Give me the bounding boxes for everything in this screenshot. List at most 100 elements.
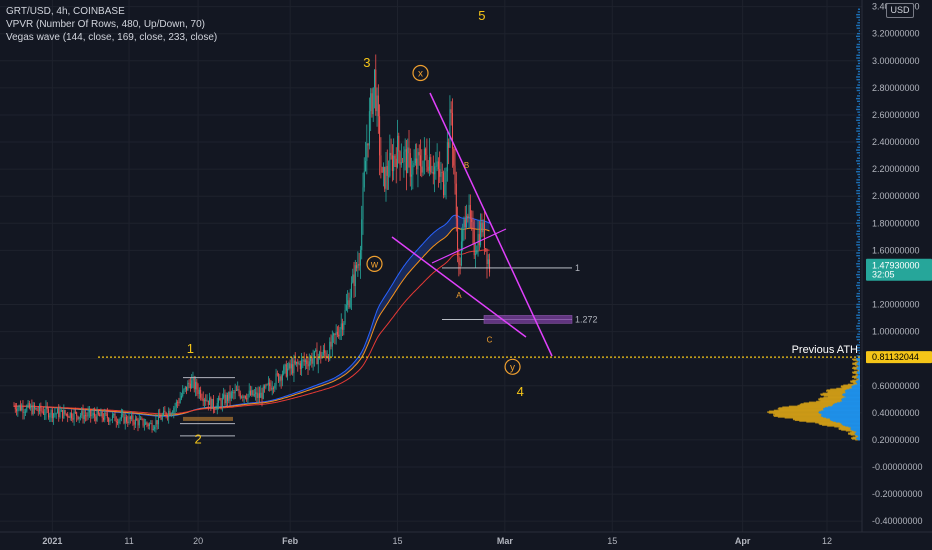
candle-body xyxy=(386,166,388,176)
volume-bar-thin xyxy=(857,225,860,227)
volume-bar-down xyxy=(803,402,835,404)
candle-body xyxy=(448,142,450,148)
candle-body xyxy=(304,360,306,362)
candle-body xyxy=(481,222,483,233)
time-tick-label: 15 xyxy=(392,536,402,546)
time-tick-label: 15 xyxy=(607,536,617,546)
candle-body xyxy=(33,405,35,409)
volume-bar-thin xyxy=(857,260,860,262)
wave-label-A: A xyxy=(456,291,462,300)
volume-bar-up xyxy=(857,434,860,437)
volume-bar-down xyxy=(840,386,852,388)
vegas-indicator-label[interactable]: Vegas wave (144, close, 169, close, 233,… xyxy=(6,32,218,43)
volume-bar-thin xyxy=(856,157,860,159)
candle-body xyxy=(45,406,47,414)
candle-body xyxy=(450,109,452,113)
candle-body xyxy=(150,423,152,424)
candle-body xyxy=(58,408,60,418)
candle-body xyxy=(48,409,50,418)
candle-body xyxy=(468,205,470,218)
candle-body xyxy=(36,408,38,411)
candle-body xyxy=(40,405,42,411)
candle-body xyxy=(184,386,186,389)
volume-bar-down xyxy=(854,370,858,373)
volume-bar-up xyxy=(841,397,860,400)
candle-body xyxy=(102,417,104,420)
volume-bar-down xyxy=(854,364,858,366)
volume-bar-down xyxy=(767,411,819,413)
volume-bar-thin xyxy=(856,317,860,319)
candle-body xyxy=(266,384,268,386)
wave-label-x: x xyxy=(418,68,423,79)
candle-body xyxy=(127,421,129,423)
volume-bar-thin xyxy=(856,254,860,257)
candle-body xyxy=(59,411,61,418)
candle-body xyxy=(214,409,216,410)
candle-body xyxy=(404,149,406,152)
price-tick-label: 0.40000000 xyxy=(872,408,920,418)
candle-body xyxy=(294,360,296,364)
price-tick-label: 2.40000000 xyxy=(872,137,920,147)
time-axis[interactable]: 2021 11 20 Feb 15 Mar 15 Apr 12 xyxy=(0,531,932,546)
volume-bar-thin xyxy=(856,149,860,151)
candle-body xyxy=(349,297,351,308)
volume-bar-up xyxy=(825,406,860,409)
candle-body xyxy=(382,166,384,173)
volume-bar-thin xyxy=(857,333,860,335)
candle-body xyxy=(87,412,89,417)
candle-body xyxy=(293,360,295,374)
candle-body xyxy=(74,411,76,413)
volume-profile xyxy=(767,8,860,441)
candle-body xyxy=(439,169,441,177)
volume-bar-up xyxy=(842,394,860,396)
volume-bar-down xyxy=(822,424,843,426)
candle-body xyxy=(380,155,382,168)
volume-bar-down xyxy=(845,429,854,432)
candle-body xyxy=(86,415,88,417)
volume-bar-down xyxy=(820,394,843,396)
candle-body xyxy=(407,147,409,173)
time-tick-label: 11 xyxy=(124,536,133,546)
volume-bar-up xyxy=(858,369,860,371)
candle-body xyxy=(119,418,121,421)
candle-body xyxy=(172,412,174,414)
volume-bar-thin xyxy=(856,13,860,16)
candle-body xyxy=(391,155,393,172)
volume-bar-up xyxy=(818,411,860,413)
candle-body xyxy=(138,419,140,426)
volume-bar-down xyxy=(773,409,822,412)
range-box xyxy=(183,416,233,421)
time-tick-label: 12 xyxy=(822,536,832,546)
candle-body xyxy=(449,109,451,148)
volume-bar-up xyxy=(845,425,860,427)
volume-bar-up xyxy=(858,360,860,362)
volume-bar-down xyxy=(773,412,821,415)
candle-body xyxy=(405,149,407,173)
candle-body xyxy=(210,397,212,409)
candle-body xyxy=(480,222,482,246)
candle-body xyxy=(85,415,87,416)
candle-body xyxy=(53,413,55,419)
volume-bar-thin xyxy=(856,32,860,35)
candle-body xyxy=(303,359,305,362)
volume-bar-thin xyxy=(858,319,860,322)
volume-bar-up xyxy=(856,366,860,369)
time-tick-label: Apr xyxy=(735,536,751,546)
candle-body xyxy=(246,398,248,400)
volume-bar-down xyxy=(819,423,842,426)
candle-body xyxy=(156,420,158,425)
symbol-title[interactable]: GRT/USD, 4h, COINBASE xyxy=(6,6,125,17)
candle-body xyxy=(83,415,85,420)
time-tick-label: 2021 xyxy=(42,536,62,546)
currency-badge[interactable]: USD xyxy=(886,3,914,18)
volume-bar-thin xyxy=(856,179,860,181)
volume-bar-down xyxy=(857,369,859,371)
candle-body xyxy=(27,403,29,407)
fib-level-1-label: 1 xyxy=(575,263,580,273)
volume-bar-thin xyxy=(857,8,860,10)
candle-body xyxy=(377,95,379,117)
vpvr-indicator-label[interactable]: VPVR (Number Of Rows, 480, Up/Down, 70) xyxy=(6,19,205,30)
candle-body xyxy=(81,410,83,416)
volume-bar-thin xyxy=(856,181,860,184)
